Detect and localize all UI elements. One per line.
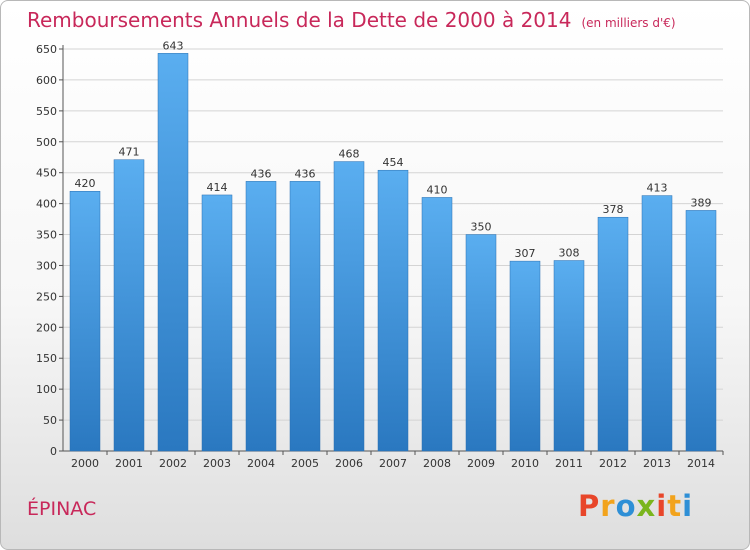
bar — [245, 181, 277, 452]
data-label: 436 — [251, 167, 272, 180]
chart-title-text: Remboursements Annuels de la Dette de 20… — [27, 8, 572, 32]
x-tick-label: 2005 — [291, 457, 319, 470]
x-tick-label: 2007 — [379, 457, 407, 470]
x-tick-label: 2003 — [203, 457, 231, 470]
x-tick-label: 2008 — [423, 457, 451, 470]
bar — [113, 159, 145, 452]
y-tick-label: 200 — [36, 321, 57, 334]
y-tick-label: 100 — [36, 383, 57, 396]
logo-letter: t — [667, 489, 683, 523]
bar — [377, 169, 409, 452]
bar — [69, 190, 101, 452]
x-tick-labels: 2000 2001 2002 2003 2004 2005 2006 2007 2008 2009… — [71, 457, 715, 470]
commune-name: ÉPINAC — [27, 498, 97, 520]
chart-title: Remboursements Annuels de la Dette de 20… — [27, 8, 676, 32]
data-label: 308 — [559, 247, 580, 260]
bar — [157, 53, 189, 452]
bar — [597, 216, 629, 452]
bar — [509, 260, 541, 452]
bar — [685, 210, 717, 452]
logo-letter: P — [578, 489, 601, 523]
x-tick-label: 2011 — [555, 457, 583, 470]
x-tick-label: 2010 — [511, 457, 539, 470]
x-tick-label: 2012 — [599, 457, 627, 470]
logo-letter: r — [600, 489, 616, 523]
x-tick-label: 2013 — [643, 457, 671, 470]
proxiti-logo: Proxiti — [578, 489, 693, 523]
logo-letter: i — [682, 489, 694, 523]
y-tick-label: 50 — [43, 414, 57, 427]
y-tick-label: 300 — [36, 259, 57, 272]
data-label: 389 — [691, 196, 712, 209]
logo-letter: o — [615, 489, 637, 523]
data-label: 420 — [75, 177, 96, 190]
chart-unit-note: (en milliers d'€) — [581, 16, 676, 30]
x-tick-label: 2006 — [335, 457, 363, 470]
y-tick-label: 250 — [36, 290, 57, 303]
x-tick-label: 2009 — [467, 457, 495, 470]
logo-letter: i — [656, 489, 668, 523]
bars — [69, 53, 717, 452]
data-label: 643 — [163, 39, 184, 52]
y-tick-label: 500 — [36, 136, 57, 149]
y-tick-label: 600 — [36, 74, 57, 87]
bar — [333, 161, 365, 452]
bar — [465, 234, 497, 452]
data-label: 350 — [471, 221, 492, 234]
x-tick-label: 2004 — [247, 457, 275, 470]
data-label: 410 — [427, 183, 448, 196]
y-tick-label: 550 — [36, 105, 57, 118]
y-tick-label: 650 — [36, 43, 57, 56]
x-tick-label: 2000 — [71, 457, 99, 470]
x-tick-label: 2002 — [159, 457, 187, 470]
data-label: 471 — [119, 146, 140, 159]
y-tick-label: 0 — [50, 445, 57, 458]
bar — [201, 194, 233, 452]
data-label: 436 — [295, 167, 316, 180]
data-label: 413 — [647, 182, 668, 195]
bar — [553, 260, 585, 452]
bar — [289, 181, 321, 452]
data-label: 378 — [603, 203, 624, 216]
data-label: 468 — [339, 148, 360, 161]
y-tick-label: 400 — [36, 198, 57, 211]
x-tick-label: 2001 — [115, 457, 143, 470]
y-tick-label: 450 — [36, 167, 57, 180]
y-tick-labels: 0 50 100 150 200 250 300 350 400 450 500 550 600 650 — [36, 43, 57, 458]
data-label: 414 — [207, 181, 228, 194]
y-tick-label: 350 — [36, 229, 57, 242]
data-labels: 420 471 643 414 436 436 468 454 410 350 307 308 378 4… — [75, 39, 712, 260]
data-label: 307 — [515, 247, 536, 260]
bar — [421, 197, 453, 452]
logo-letter: x — [636, 489, 657, 523]
bar — [641, 195, 673, 452]
x-tick-label: 2014 — [687, 457, 715, 470]
y-tick-label: 150 — [36, 352, 57, 365]
data-label: 454 — [383, 156, 404, 169]
